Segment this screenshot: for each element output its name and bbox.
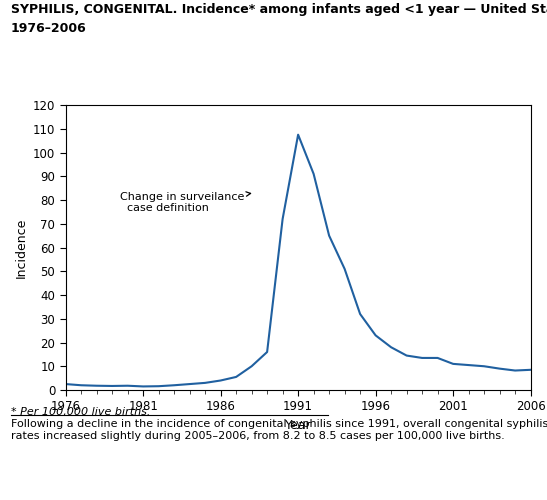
- Text: 1976–2006: 1976–2006: [11, 22, 86, 36]
- Text: SYPHILIS, CONGENITAL. Incidence* among infants aged <1 year — United States,: SYPHILIS, CONGENITAL. Incidence* among i…: [11, 2, 547, 16]
- Text: Following a decline in the incidence of congenital syphilis since 1991, overall : Following a decline in the incidence of …: [11, 419, 547, 440]
- Text: Change in surveilance
  case definition: Change in surveilance case definition: [120, 192, 251, 213]
- X-axis label: Year: Year: [285, 419, 311, 432]
- Text: * Per 100,000 live births.: * Per 100,000 live births.: [11, 408, 150, 418]
- Y-axis label: Incidence: Incidence: [14, 218, 27, 278]
